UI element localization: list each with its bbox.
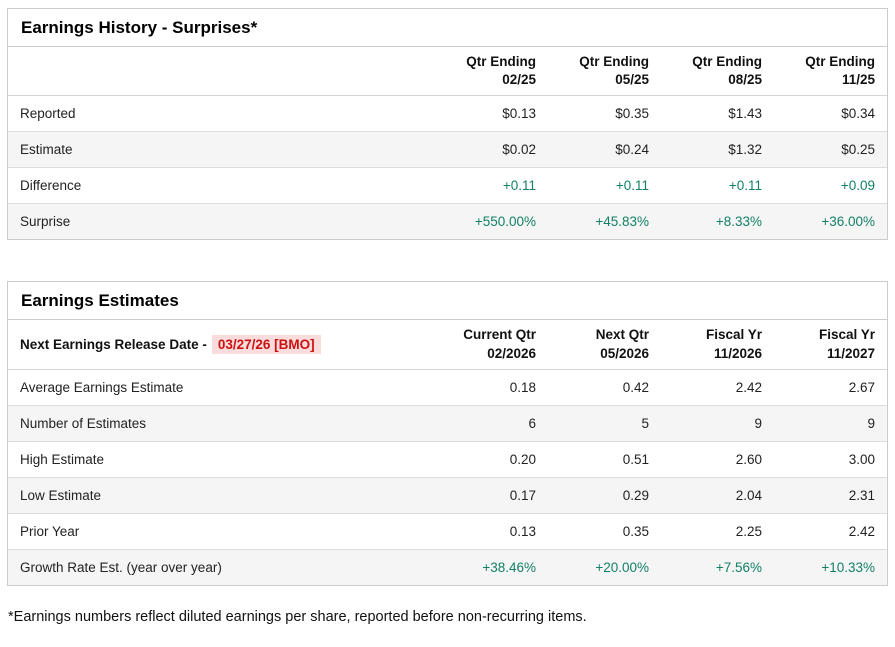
cell-value-positive: +8.33% [715, 214, 762, 230]
row-label: Difference [20, 178, 82, 194]
table-row-number-of-estimates: Number of Estimates 6 5 9 9 [8, 405, 887, 442]
table-row-low-estimate: Low Estimate 0.17 0.29 2.04 2.31 [8, 477, 887, 514]
column-header-qtr-0225: Qtr Ending 02/25 [435, 47, 548, 97]
column-header-qtr-1125: Qtr Ending 11/25 [774, 47, 887, 97]
table-row-difference: Difference +0.11 +0.11 +0.11 +0.09 [8, 168, 887, 204]
cell-value: 0.13 [509, 523, 536, 539]
column-header-fiscal-yr-2026: Fiscal Yr 11/2026 [661, 320, 774, 370]
cell-value: 0.42 [622, 379, 649, 395]
table-row-high-estimate: High Estimate 0.20 0.51 2.60 3.00 [8, 441, 887, 478]
earnings-estimates-panel: Earnings Estimates Next Earnings Release… [7, 281, 888, 586]
cell-value-positive: +0.09 [840, 178, 875, 194]
cell-value: 2.25 [735, 523, 762, 539]
cell-value: 2.04 [735, 487, 762, 503]
cell-value: 2.42 [848, 523, 875, 539]
earnings-estimates-title: Earnings Estimates [8, 282, 887, 321]
table-row-estimate: Estimate $0.02 $0.24 $1.32 $0.25 [8, 131, 887, 168]
cell-value: $1.32 [728, 142, 762, 158]
table-row-average-earnings-estimate: Average Earnings Estimate 0.18 0.42 2.42… [8, 369, 887, 406]
earnings-footnote: *Earnings numbers reflect diluted earnin… [8, 608, 587, 625]
row-label: High Estimate [20, 451, 105, 467]
cell-value-positive: +0.11 [728, 178, 762, 194]
earnings-history-table: Qtr Ending 02/25 Qtr Ending 05/25 Qtr Endi… [8, 47, 887, 240]
cell-value-positive: +7.56% [715, 559, 762, 575]
cell-value: 2.67 [848, 379, 875, 395]
next-earnings-release-cell: Next Earnings Release Date -03/27/26 [BM… [8, 320, 435, 370]
cell-value: 0.29 [622, 487, 649, 503]
release-date-value: 03/27/26 [BMO] [211, 335, 321, 355]
cell-value: 0.51 [622, 451, 649, 467]
cell-value: $0.02 [502, 142, 536, 158]
cell-value: 9 [754, 415, 762, 431]
table-row-prior-year: Prior Year 0.13 0.35 2.25 2.42 [8, 513, 887, 550]
release-date-label: Next Earnings Release Date - [20, 337, 207, 353]
cell-value-positive: +0.11 [502, 178, 536, 194]
earnings-history-title: Earnings History - Surprises* [8, 9, 887, 47]
row-label: Growth Rate Est. (year over year) [20, 559, 222, 575]
cell-value: 0.35 [622, 523, 649, 539]
cell-value: $0.13 [502, 106, 536, 122]
row-label: Surprise [20, 214, 71, 230]
cell-value-positive: +0.11 [615, 178, 649, 194]
cell-value: $0.34 [841, 106, 875, 122]
column-header-next-qtr: Next Qtr 05/2026 [548, 320, 661, 370]
cell-value: 9 [867, 415, 875, 431]
column-header-qtr-0525: Qtr Ending 05/25 [548, 47, 661, 97]
empty-header-cell [8, 47, 435, 97]
cell-value: $0.35 [615, 106, 649, 122]
row-label: Low Estimate [20, 487, 102, 503]
cell-value-positive: +38.46% [482, 559, 536, 575]
column-header-current-qtr: Current Qtr 02/2026 [435, 320, 548, 370]
table-row-surprise: Surprise +550.00% +45.83% +8.33% +36.00% [8, 203, 887, 240]
cell-value-positive: +20.00% [595, 559, 649, 575]
cell-value: $1.43 [728, 106, 762, 122]
cell-value: 0.17 [509, 487, 536, 503]
cell-value-positive: +45.83% [595, 214, 649, 230]
cell-value: 2.60 [735, 451, 762, 467]
cell-value-positive: +550.00% [474, 214, 536, 230]
column-header-qtr-0825: Qtr Ending 08/25 [661, 47, 774, 97]
cell-value: $0.25 [841, 142, 875, 158]
cell-value: 3.00 [848, 451, 875, 467]
earnings-history-header-row: Qtr Ending 02/25 Qtr Ending 05/25 Qtr Endi… [8, 47, 887, 97]
row-label: Number of Estimates [20, 415, 147, 431]
cell-value: 2.42 [735, 379, 762, 395]
earnings-history-panel: Earnings History - Surprises* Qtr Ending… [7, 8, 888, 241]
cell-value: 5 [641, 415, 649, 431]
cell-value: 6 [528, 415, 536, 431]
row-label: Prior Year [20, 523, 80, 539]
cell-value: $0.24 [615, 142, 649, 158]
row-label: Average Earnings Estimate [20, 379, 184, 395]
table-row-reported: Reported $0.13 $0.35 $1.43 $0.34 [8, 96, 887, 132]
row-label: Reported [20, 106, 76, 122]
cell-value-positive: +36.00% [821, 214, 875, 230]
table-row-growth-rate: Growth Rate Est. (year over year) +38.46… [8, 549, 887, 585]
section-gap [7, 240, 888, 281]
row-label: Estimate [20, 142, 73, 158]
column-header-fiscal-yr-2027: Fiscal Yr 11/2027 [774, 320, 887, 370]
earnings-estimates-header-row: Next Earnings Release Date -03/27/26 [BM… [8, 320, 887, 370]
cell-value: 0.18 [509, 379, 536, 395]
cell-value-positive: +10.33% [821, 559, 875, 575]
cell-value: 2.31 [848, 487, 875, 503]
earnings-estimates-table: Next Earnings Release Date -03/27/26 [BM… [8, 320, 887, 585]
cell-value: 0.20 [509, 451, 536, 467]
